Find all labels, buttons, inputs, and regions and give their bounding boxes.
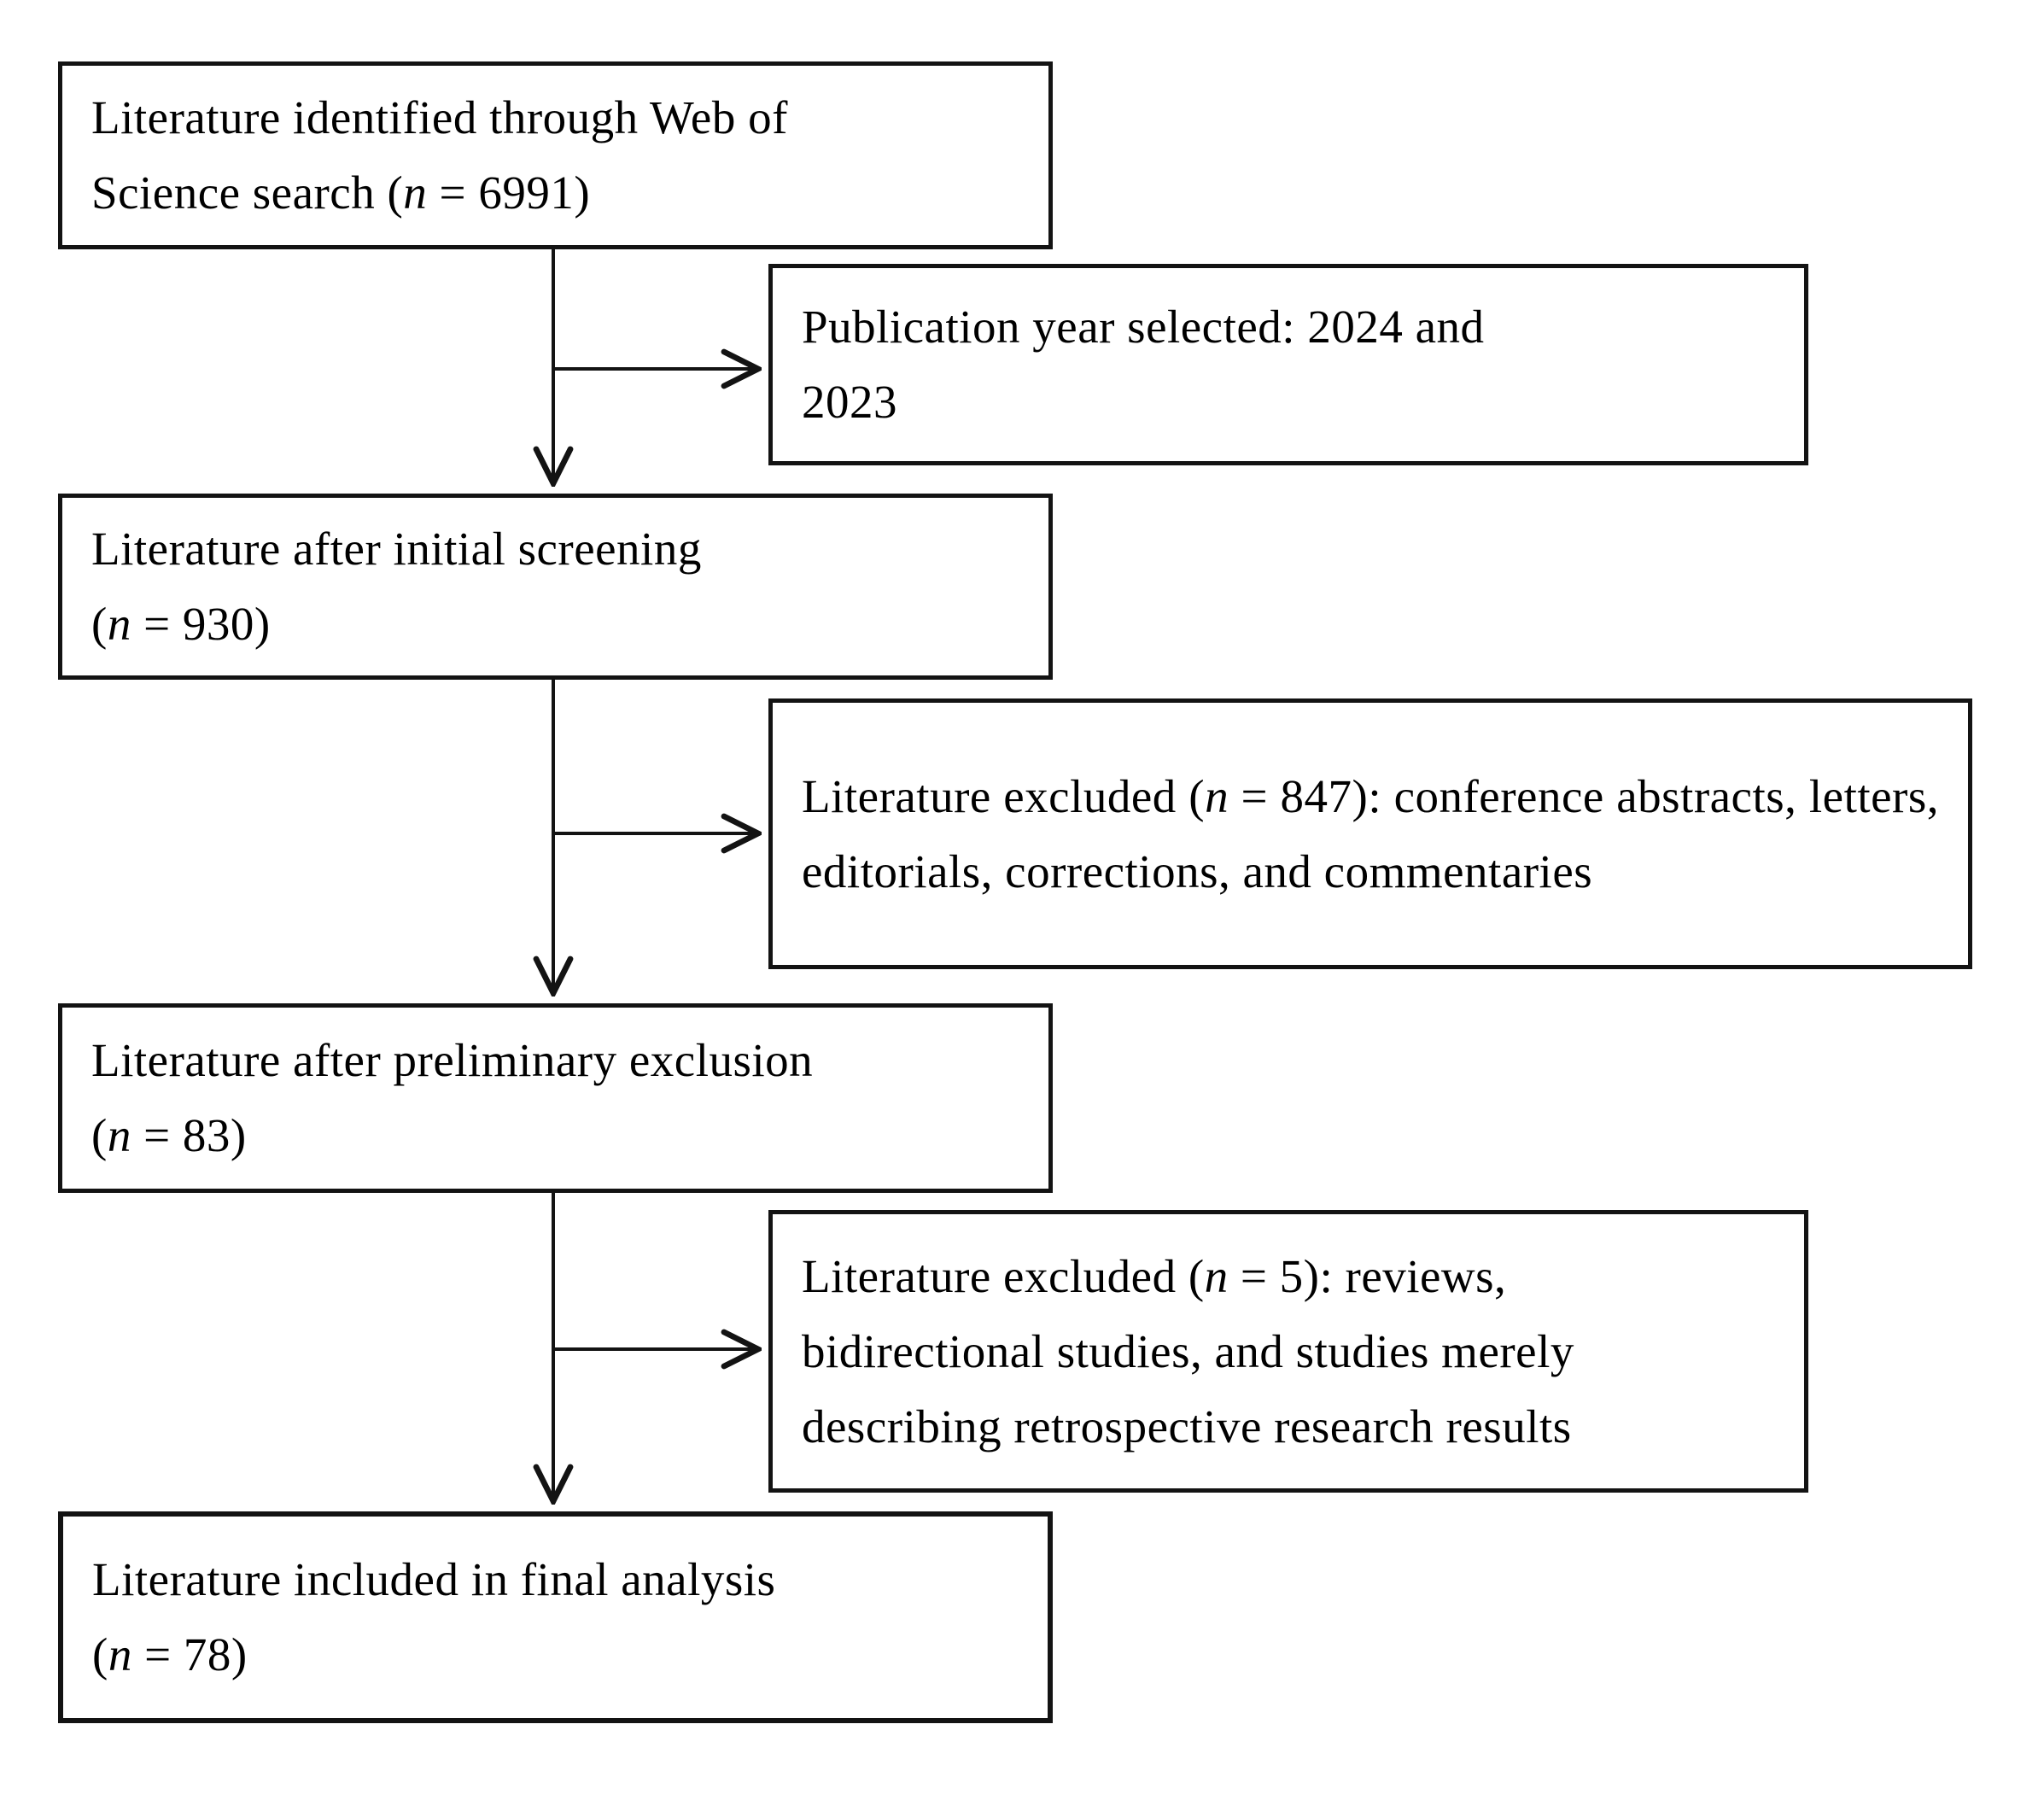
box-literature-excluded-847-label: Literature excluded (n = 847): conferenc… [802,769,1940,897]
box-preliminary-exclusion: Literature after preliminary exclusion (n… [58,1003,1053,1193]
box-initial-screening-label: Literature after initial screening (n = 9… [91,523,702,650]
box-final-analysis-label: Literature included in final analysis (n … [92,1553,776,1680]
box-literature-excluded-847: Literature excluded (n = 847): conferenc… [768,698,1972,969]
box-literature-identified-label: Literature identified through Web of Scie… [91,91,788,219]
box-publication-year-selected-label: Publication year selected: 2024 and 2023 [802,301,1485,428]
box-literature-identified: Literature identified through Web of Scie… [58,61,1053,249]
box-preliminary-exclusion-label: Literature after preliminary exclusion (n… [91,1034,814,1161]
box-final-analysis: Literature included in final analysis (n … [58,1511,1053,1723]
box-publication-year-selected: Publication year selected: 2024 and 2023 [768,264,1808,465]
box-literature-excluded-5-label: Literature excluded (n = 5): reviews, bid… [802,1249,1574,1452]
box-literature-excluded-5: Literature excluded (n = 5): reviews, bid… [768,1210,1808,1493]
box-initial-screening: Literature after initial screening (n = 9… [58,494,1053,680]
